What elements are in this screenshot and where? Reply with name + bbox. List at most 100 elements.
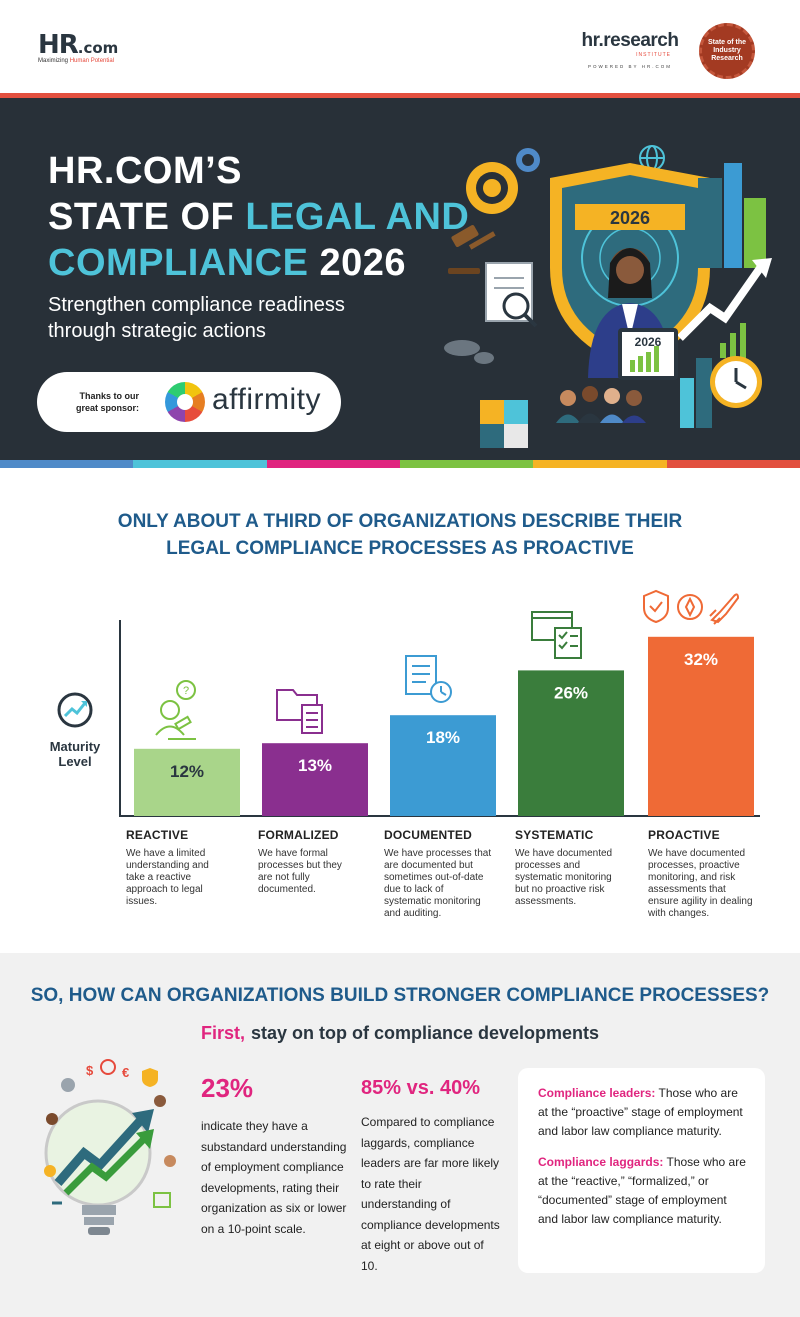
bar-formalized	[262, 743, 368, 816]
category-proactive: PROACTIVE We have documented processes, p…	[648, 828, 758, 920]
affirmity-logo-icon	[165, 382, 205, 422]
research-name: hr.research	[581, 30, 679, 51]
puzzle-icon	[480, 400, 528, 448]
bar-systematic	[518, 670, 624, 816]
logo-tagline-accent: Human Potential	[69, 58, 115, 64]
title-line-2a: STATE OF	[48, 196, 246, 238]
svg-text:€: €	[122, 1065, 129, 1080]
stat1-text: indicate they have a substandard underst…	[201, 1119, 347, 1236]
category-name: FORMALIZED	[258, 828, 339, 842]
hr-research-logo[interactable]: hr.research INSTITUTE POWERED BY HR.COM	[575, 30, 685, 69]
chart-title-line-2: LEGAL COMPLIANCE PROCESSES AS PROACTIVE	[166, 538, 634, 559]
top-header: HR.com Maximizing Human Potential hr.res…	[0, 0, 800, 96]
logo-tagline: Maximizing	[38, 58, 70, 64]
category-description: We have documented processes and systema…	[515, 848, 613, 907]
trend-up-icon	[54, 1117, 144, 1186]
maturity-bar-chart: 12% 13% 18% 26% 32% ?	[119, 589, 760, 817]
svg-text:?: ?	[183, 685, 189, 697]
category-description: We have a limited understanding and take…	[126, 848, 209, 907]
category-description: We have documented processes, proactive …	[648, 848, 753, 919]
bar-value-label: 26%	[554, 683, 588, 702]
category-formalized: FORMALIZED We have formal processes but t…	[258, 828, 358, 896]
stat-85-vs-40: 85% vs. 40% Compared to compliance lagga…	[361, 1073, 501, 1276]
bar-proactive	[648, 636, 754, 816]
category-name: SYSTEMATIC	[515, 828, 594, 842]
bar-value-label: 13%	[298, 756, 332, 775]
question-person-icon: ?	[155, 680, 196, 740]
badge-year: 2026	[610, 208, 650, 228]
chart-title-line-1: ONLY ABOUT A THIRD OF ORGANIZATIONS DESC…	[117, 511, 683, 532]
logo-suffix: .com	[77, 39, 119, 57]
hr-com-logo[interactable]: HR.com Maximizing Human Potential	[38, 30, 118, 64]
first-heading: First, stay on top of compliance developm…	[0, 1023, 800, 1044]
bar-reactive	[134, 748, 240, 816]
document-clock-icon	[405, 655, 452, 703]
category-description: We have formal processes but they are no…	[258, 848, 342, 895]
strip-segment	[533, 460, 667, 468]
team-people-icon	[556, 386, 646, 423]
category-name: PROACTIVE	[648, 828, 720, 842]
calendar-icon	[153, 1192, 171, 1208]
industry-research-seal: State of the Industry Research	[699, 23, 755, 79]
maturity-level-label: Maturity Level	[40, 690, 110, 769]
def2-term: Compliance laggards:	[538, 1155, 664, 1169]
svg-text:$: $	[86, 1063, 94, 1078]
gear-icon	[61, 1078, 75, 1092]
clock-icon	[710, 356, 762, 408]
strip-segment	[0, 460, 134, 468]
hero-banner: HR.COM’S STATE OF LEGAL AND COMPLIANCE 2…	[0, 98, 800, 460]
stat1-value: 23%	[201, 1073, 254, 1103]
title-line-2b: LEGAL AND	[245, 196, 470, 238]
magnifier-document-icon	[485, 262, 538, 328]
shield-icon	[142, 1068, 158, 1087]
category-reactive: REACTIVE We have a limited understanding …	[126, 828, 226, 908]
research-institute: INSTITUTE	[636, 52, 671, 58]
title-line-3a: COMPLIANCE	[48, 242, 309, 284]
hero-title: HR.COM’S STATE OF LEGAL AND COMPLIANCE 2…	[48, 148, 469, 286]
dashboard-checklist-icon	[531, 611, 582, 659]
title-line-3b: 2026	[308, 242, 407, 284]
gavel-icon	[448, 225, 496, 274]
check-icon	[100, 1059, 116, 1075]
world-map-icon	[444, 340, 494, 364]
chart-title: ONLY ABOUT A THIRD OF ORGANIZATIONS DESC…	[0, 508, 800, 562]
gear-icon	[466, 162, 518, 214]
def1-text: Those who are at the “proactive” stage o…	[538, 1086, 743, 1138]
def2-text: Those who are at the “reactive,” “formal…	[538, 1155, 746, 1226]
tablet-year: 2026	[635, 335, 662, 349]
first-text: stay on top of compliance developments	[250, 1023, 600, 1043]
title-line-1: HR.COM’S	[48, 150, 242, 192]
stat2-text: Compared to compliance laggards, complia…	[361, 1115, 500, 1273]
strip-segment	[399, 460, 534, 468]
category-name: REACTIVE	[126, 828, 189, 842]
bar-value-label: 32%	[684, 650, 718, 669]
sponsor-name: affirmity	[212, 383, 321, 416]
bar-value-label: 18%	[426, 728, 460, 747]
first-label: First,	[200, 1023, 245, 1043]
compliance-section: SO, HOW CAN ORGANIZATIONS BUILD STRONGER…	[0, 953, 800, 1317]
color-strip	[0, 460, 800, 468]
gear-icon-small	[516, 148, 540, 172]
stat2-value: 85% vs. 40%	[361, 1077, 480, 1099]
bar-value-label: 12%	[170, 762, 204, 781]
strip-segment	[266, 460, 400, 468]
shield-check-icon	[643, 589, 669, 624]
trend-arrow-icon	[677, 258, 772, 358]
definitions-box: Compliance leaders: Those who are at the…	[518, 1068, 765, 1273]
rocket-icon	[709, 593, 740, 625]
compass-icon	[677, 594, 703, 620]
section-question: SO, HOW CAN ORGANIZATIONS BUILD STRONGER…	[30, 985, 770, 1006]
hero-illustration: 2026	[444, 145, 772, 448]
category-documented: DOCUMENTED We have processes that are doc…	[384, 828, 492, 920]
trend-up-icon	[57, 692, 93, 728]
category-systematic: SYSTEMATIC We have documented processes a…	[515, 828, 625, 908]
city-buildings-icon	[680, 163, 766, 428]
logo-main: HR	[38, 30, 79, 60]
header-divider	[0, 93, 800, 98]
research-powered: POWERED BY HR.COM	[588, 64, 672, 69]
sponsor-pill[interactable]: Thanks to our great sponsor: affirmity	[37, 372, 341, 432]
tablet-chart-icon: 2026	[618, 328, 678, 380]
strip-segment	[133, 460, 267, 468]
stat-23-percent: 23% indicate they have a substandard und…	[201, 1073, 351, 1239]
definition-leaders: Compliance leaders: Those who are at the…	[538, 1084, 747, 1141]
